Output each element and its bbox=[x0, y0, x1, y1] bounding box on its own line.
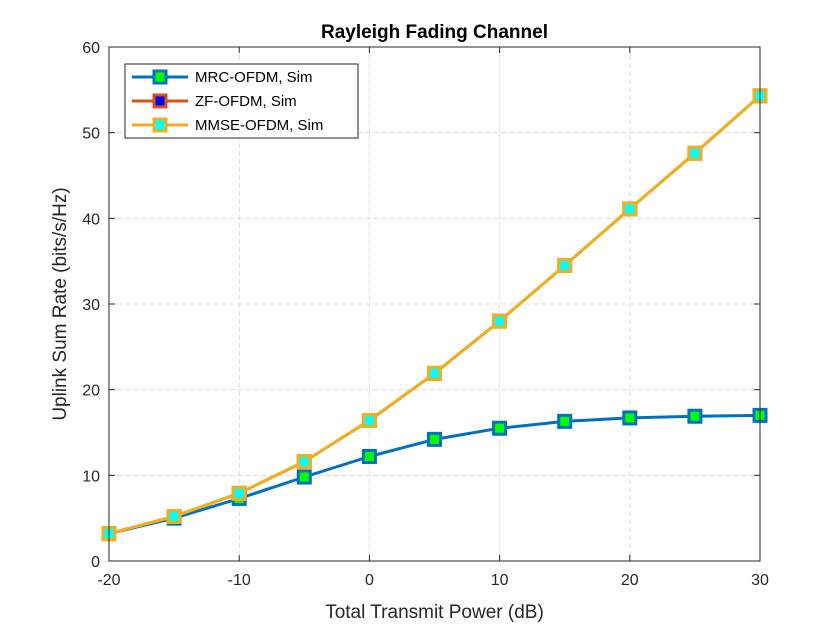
legend-label: MRC-OFDM, Sim bbox=[195, 69, 312, 86]
y-tick-label: 20 bbox=[82, 383, 100, 400]
data-point bbox=[296, 454, 312, 470]
data-point bbox=[622, 201, 638, 217]
y-tick-label: 50 bbox=[82, 126, 100, 143]
x-axis-title: Total Transmit Power (dB) bbox=[325, 602, 544, 623]
axis-ticks: -20 -10 0 10 20 30 0 10 20 30 40 50 60 bbox=[82, 40, 769, 589]
data-point bbox=[231, 485, 247, 501]
data-point bbox=[557, 413, 573, 429]
y-tick-label: 0 bbox=[91, 554, 100, 571]
data-point bbox=[166, 508, 182, 524]
x-tick-label: 10 bbox=[491, 572, 509, 589]
x-tick-label: 20 bbox=[621, 572, 639, 589]
y-tick-label: 10 bbox=[82, 468, 100, 485]
data-point bbox=[427, 431, 442, 447]
x-tick-label: 0 bbox=[365, 572, 374, 589]
x-tick-label: 30 bbox=[751, 572, 769, 589]
y-tick-label: 60 bbox=[82, 40, 100, 57]
x-tick-label: -10 bbox=[228, 572, 251, 589]
data-point bbox=[622, 410, 638, 426]
legend-label: ZF-OFDM, Sim bbox=[195, 93, 297, 110]
data-point bbox=[361, 413, 377, 429]
legend-item: ZF-OFDM, Sim bbox=[132, 93, 297, 110]
y-axis-title: Uplink Sum Rate (bits/s/Hz) bbox=[50, 187, 71, 420]
data-point bbox=[427, 365, 442, 381]
legend-item: MRC-OFDM, Sim bbox=[132, 69, 312, 86]
data-point bbox=[492, 313, 508, 329]
legend-marker bbox=[152, 69, 168, 85]
data-point bbox=[557, 257, 573, 273]
legend-item: MMSE-OFDM, Sim bbox=[132, 117, 323, 134]
data-point bbox=[687, 408, 703, 424]
data-point bbox=[492, 420, 508, 436]
chart-title: Rayleigh Fading Channel bbox=[321, 22, 548, 43]
legend-marker bbox=[152, 93, 168, 109]
y-tick-label: 30 bbox=[82, 297, 100, 314]
legend: MRC-OFDM, Sim ZF-OFDM, Sim MMSE-OFDM, Sim bbox=[124, 63, 359, 139]
data-point bbox=[687, 145, 703, 161]
series-layer bbox=[101, 88, 768, 542]
legend-label: MMSE-OFDM, Sim bbox=[195, 117, 323, 134]
y-tick-label: 40 bbox=[82, 211, 100, 228]
x-tick-label: -20 bbox=[97, 572, 120, 589]
data-point bbox=[361, 448, 377, 464]
data-point bbox=[296, 469, 312, 485]
legend-marker bbox=[152, 117, 168, 133]
